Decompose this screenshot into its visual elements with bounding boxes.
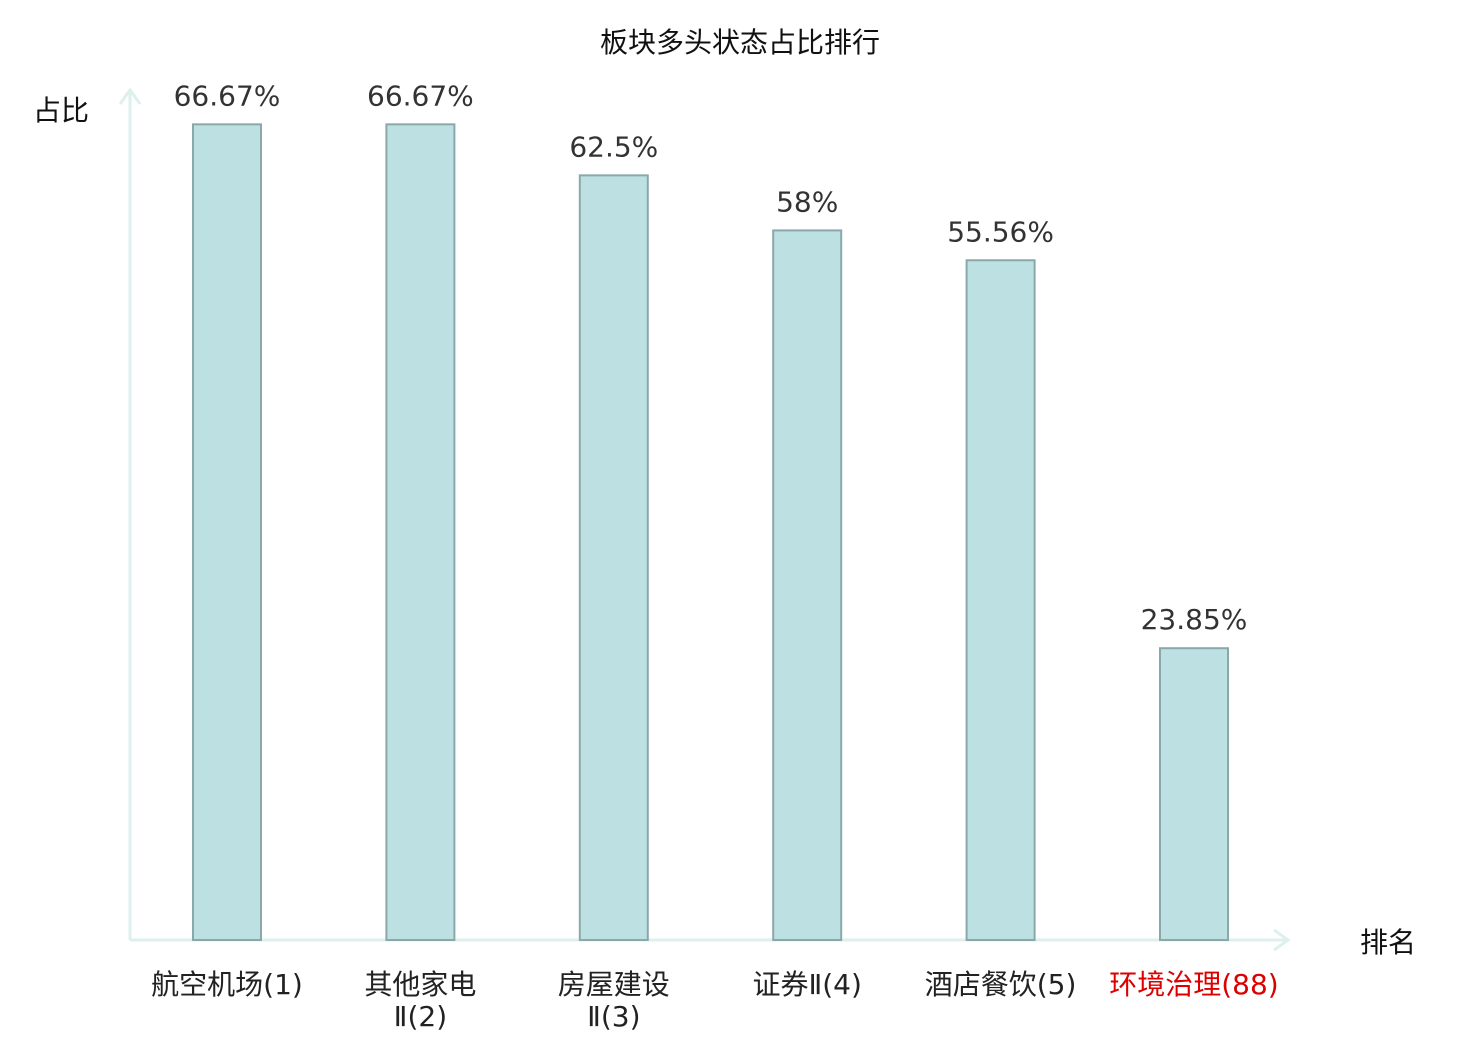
y-axis-name: 占比 xyxy=(33,94,89,127)
category-label-line: Ⅱ(3) xyxy=(587,1000,640,1033)
category-label-line: 酒店餐饮(5) xyxy=(925,968,1077,1001)
bar-2 xyxy=(385,123,456,942)
category-label-line: 证券Ⅱ(4) xyxy=(752,968,861,1001)
value-label-3: 62.5% xyxy=(569,130,658,163)
value-label-1: 66.67% xyxy=(174,79,281,112)
category-label-line: 航空机场(1) xyxy=(151,968,303,1001)
category-label-5: 酒店餐饮(5) xyxy=(925,968,1077,1001)
category-label-6: 环境治理(88) xyxy=(1109,968,1278,1001)
bar-6 xyxy=(1159,647,1229,941)
category-label-1: 航空机场(1) xyxy=(151,968,303,1001)
value-label-6: 23.85% xyxy=(1141,603,1248,636)
bar-5 xyxy=(965,259,1036,942)
category-label-3: 房屋建设 Ⅱ(3) xyxy=(558,968,670,1033)
category-label-4: 证券Ⅱ(4) xyxy=(752,968,861,1001)
category-label-2: 其他家电 Ⅱ(2) xyxy=(364,968,476,1033)
bar-series xyxy=(192,123,1229,942)
chart-title: 板块多头状态占比排行 xyxy=(600,26,880,59)
category-label-line: 其他家电 xyxy=(364,968,476,1001)
category-label-group: 航空机场(1) 其他家电 Ⅱ(2) 房屋建设 Ⅱ(3) 证券Ⅱ(4) 酒店餐饮(5) 环境治理… xyxy=(151,968,1279,1033)
category-label-line: 房屋建设 xyxy=(558,968,670,1001)
bar-1 xyxy=(192,123,262,942)
value-label-4: 58% xyxy=(776,185,838,218)
category-label-line: Ⅱ(2) xyxy=(394,1000,447,1033)
bar-4 xyxy=(772,229,843,941)
category-label-line: 环境治理(88) xyxy=(1109,968,1278,1001)
x-axis-name: 排名 xyxy=(1360,926,1416,959)
value-label-2: 66.67% xyxy=(367,79,474,112)
bar-3 xyxy=(578,174,649,942)
x-axis-arrow xyxy=(1273,928,1291,952)
y-axis-arrow xyxy=(118,87,142,105)
value-label-group: 66.67% 66.67% 62.5% 58% 55.56% 23.85% xyxy=(174,79,1248,636)
value-label-5: 55.56% xyxy=(947,215,1054,248)
